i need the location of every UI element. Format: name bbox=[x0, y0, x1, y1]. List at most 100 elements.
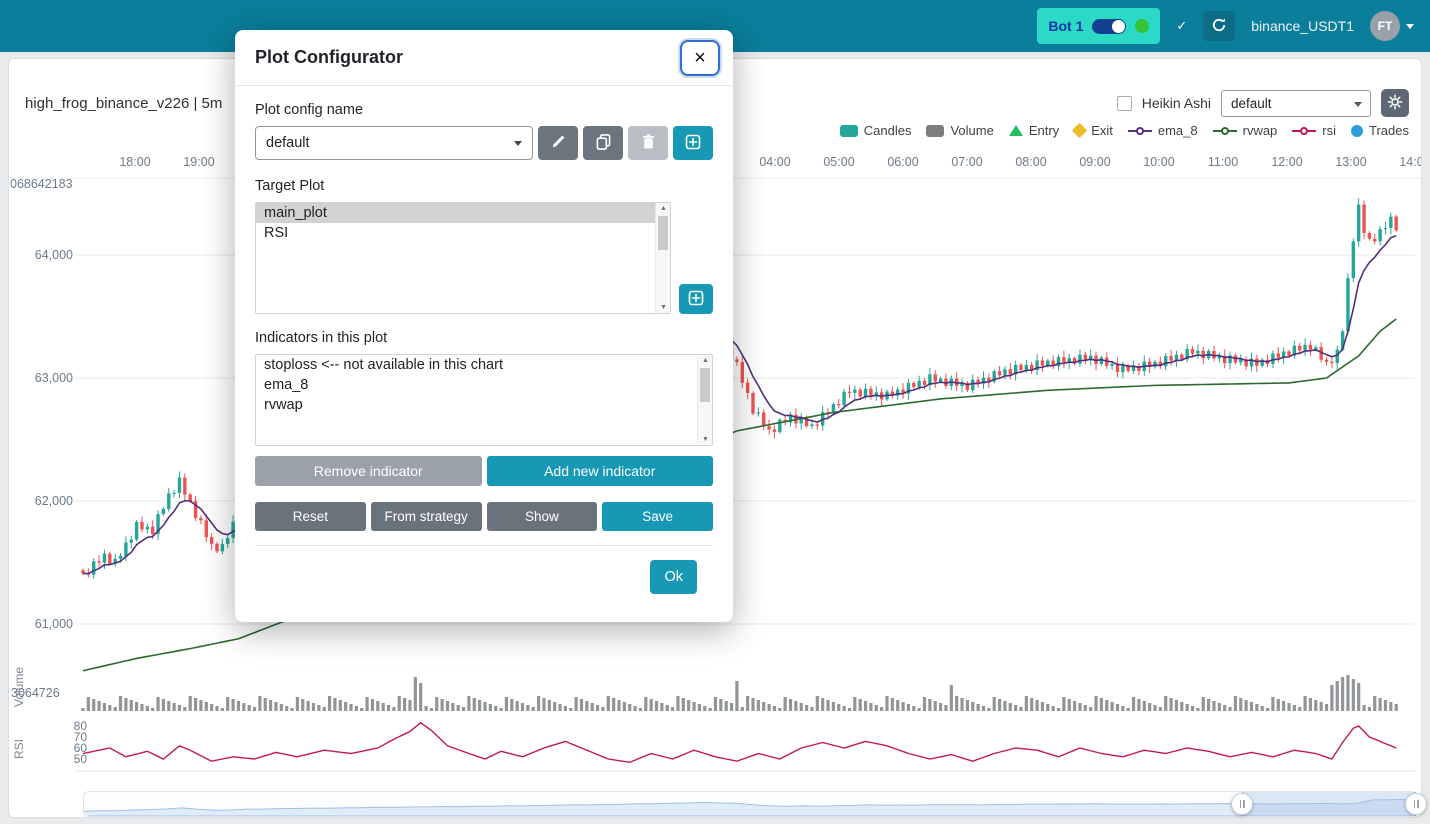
scroll-thumb[interactable] bbox=[658, 216, 668, 250]
candles-marker-icon bbox=[839, 124, 858, 137]
indicator-item[interactable]: stoploss <-- not available in this chart bbox=[264, 357, 503, 373]
rvwap-marker-icon bbox=[1212, 126, 1237, 135]
pair-selector[interactable]: binance_USDT1 bbox=[1251, 18, 1354, 34]
target-plot-item[interactable]: RSI bbox=[264, 225, 289, 241]
save-button[interactable]: Save bbox=[602, 502, 713, 531]
legend-label: rsi bbox=[1322, 123, 1337, 138]
svg-text:11:00: 11:00 bbox=[1208, 155, 1238, 169]
svg-text:Volume: Volume bbox=[12, 667, 26, 707]
trash-icon bbox=[642, 134, 655, 152]
check-icon: ✓ bbox=[1176, 18, 1188, 33]
svg-text:70: 70 bbox=[74, 730, 88, 744]
chevron-down-icon bbox=[1354, 101, 1362, 107]
avatar[interactable]: FT bbox=[1370, 11, 1400, 41]
datazoom-slider[interactable] bbox=[83, 791, 1427, 817]
scroll-down-icon[interactable]: ▼ bbox=[660, 304, 667, 311]
config-name-label: Plot config name bbox=[255, 102, 364, 118]
datazoom-left-handle[interactable] bbox=[1231, 793, 1253, 815]
svg-text:07:00: 07:00 bbox=[951, 155, 982, 169]
plot-settings-button[interactable] bbox=[1381, 89, 1409, 117]
svg-text:14:00: 14:00 bbox=[1399, 155, 1421, 169]
svg-text:10:00: 10:00 bbox=[1143, 155, 1174, 169]
legend-item-rvwap[interactable]: rvwap bbox=[1212, 123, 1278, 138]
reset-button[interactable]: Reset bbox=[255, 502, 366, 531]
plus-square-icon bbox=[685, 134, 701, 153]
legend-label: Entry bbox=[1028, 123, 1060, 138]
scrollbar[interactable]: ▲ ▼ bbox=[655, 203, 670, 313]
indicators-list[interactable]: ▲ ▼ stoploss <-- not available in this c… bbox=[255, 354, 713, 446]
copy-icon bbox=[596, 133, 611, 153]
svg-text:63,000: 63,000 bbox=[35, 371, 73, 385]
plus-square-icon bbox=[688, 290, 704, 309]
from-strategy-button[interactable]: From strategy bbox=[370, 502, 482, 531]
plot-config-select[interactable]: default bbox=[1221, 89, 1371, 117]
legend-item-volume[interactable]: Volume bbox=[926, 123, 994, 138]
user-menu[interactable]: FT bbox=[1370, 11, 1414, 41]
legend-item-ema_8[interactable]: ema_8 bbox=[1127, 123, 1198, 138]
remove-indicator-button[interactable]: Remove indicator bbox=[255, 456, 482, 486]
show-button[interactable]: Show bbox=[486, 502, 598, 531]
legend-label: rvwap bbox=[1242, 123, 1278, 138]
legend-item-candles[interactable]: Candles bbox=[839, 123, 912, 138]
bot-online-toggle[interactable] bbox=[1092, 18, 1127, 34]
add-new-indicator-button[interactable]: Add new indicator bbox=[486, 456, 713, 486]
close-button[interactable]: × bbox=[680, 39, 720, 76]
legend-label: Candles bbox=[863, 123, 912, 138]
plot-configurator-modal: Plot Configurator × Plot config name def… bbox=[235, 30, 733, 622]
rename-config-button[interactable] bbox=[538, 126, 578, 160]
legend-item-trades[interactable]: Trades bbox=[1351, 123, 1409, 138]
legend-label: Trades bbox=[1369, 123, 1409, 138]
indicator-item[interactable]: ema_8 bbox=[264, 377, 309, 393]
bot-online-indicator bbox=[1135, 19, 1150, 33]
trades-marker-icon bbox=[1351, 124, 1364, 137]
config-name-select-value: default bbox=[266, 135, 310, 151]
legend-label: Exit bbox=[1091, 123, 1113, 138]
delete-config-button[interactable] bbox=[628, 126, 668, 160]
svg-text:05:00: 05:00 bbox=[823, 155, 854, 169]
svg-text:64,000: 64,000 bbox=[35, 248, 73, 262]
scroll-up-icon[interactable]: ▲ bbox=[702, 357, 709, 364]
svg-text:80: 80 bbox=[74, 719, 88, 733]
svg-text:06:00: 06:00 bbox=[887, 155, 918, 169]
indicator-item[interactable]: rvwap bbox=[264, 397, 303, 413]
scroll-down-icon[interactable]: ▼ bbox=[702, 436, 709, 443]
chevron-down-icon bbox=[1406, 23, 1414, 29]
config-name-select[interactable]: default bbox=[255, 126, 533, 160]
legend-item-entry[interactable]: Entry bbox=[1008, 123, 1060, 138]
chevron-down-icon bbox=[514, 141, 522, 146]
chart-title: high_frog_binance_v226 | 5m bbox=[25, 95, 223, 112]
indicators-label: Indicators in this plot bbox=[255, 330, 388, 346]
refresh-button[interactable] bbox=[1203, 11, 1236, 41]
legend-item-rsi[interactable]: rsi bbox=[1292, 123, 1336, 138]
scrollbar[interactable]: ▲ ▼ bbox=[697, 355, 712, 445]
modal-footer: Ok bbox=[255, 545, 713, 610]
datazoom-minichart bbox=[84, 798, 1416, 816]
gear-icon bbox=[1387, 94, 1403, 113]
legend-item-exit[interactable]: Exit bbox=[1071, 122, 1113, 139]
ok-button[interactable]: Ok bbox=[650, 560, 697, 594]
scroll-thumb[interactable] bbox=[700, 368, 710, 402]
refresh-icon bbox=[1211, 17, 1227, 36]
modal-header: Plot Configurator × bbox=[235, 30, 733, 86]
target-plot-row: ▲ ▼ main_plot RSI bbox=[255, 202, 713, 314]
svg-text:12:00: 12:00 bbox=[1271, 155, 1302, 169]
svg-text:068642183: 068642183 bbox=[10, 177, 73, 191]
svg-text:3064726: 3064726 bbox=[11, 686, 60, 700]
heikin-ashi-label: Heikin Ashi bbox=[1141, 95, 1211, 111]
target-plot-item[interactable]: main_plot bbox=[256, 203, 655, 223]
scroll-up-icon[interactable]: ▲ bbox=[660, 205, 667, 212]
bot-selector[interactable]: Bot 1 bbox=[1037, 8, 1161, 44]
add-config-button[interactable] bbox=[673, 126, 713, 160]
modal-title: Plot Configurator bbox=[255, 47, 403, 67]
heikin-ashi-checkbox[interactable] bbox=[1116, 95, 1132, 111]
datazoom-right-handle[interactable] bbox=[1405, 793, 1427, 815]
duplicate-config-button[interactable] bbox=[583, 126, 623, 160]
indicator-buttons-row: Remove indicator Add new indicator bbox=[255, 456, 713, 486]
pencil-icon bbox=[551, 134, 566, 152]
ema_8-marker-icon bbox=[1127, 126, 1152, 135]
datazoom-selected-window[interactable] bbox=[1242, 792, 1416, 816]
target-plot-list[interactable]: ▲ ▼ main_plot RSI bbox=[255, 202, 671, 314]
add-target-plot-button[interactable] bbox=[679, 284, 713, 314]
svg-text:60: 60 bbox=[74, 741, 88, 755]
